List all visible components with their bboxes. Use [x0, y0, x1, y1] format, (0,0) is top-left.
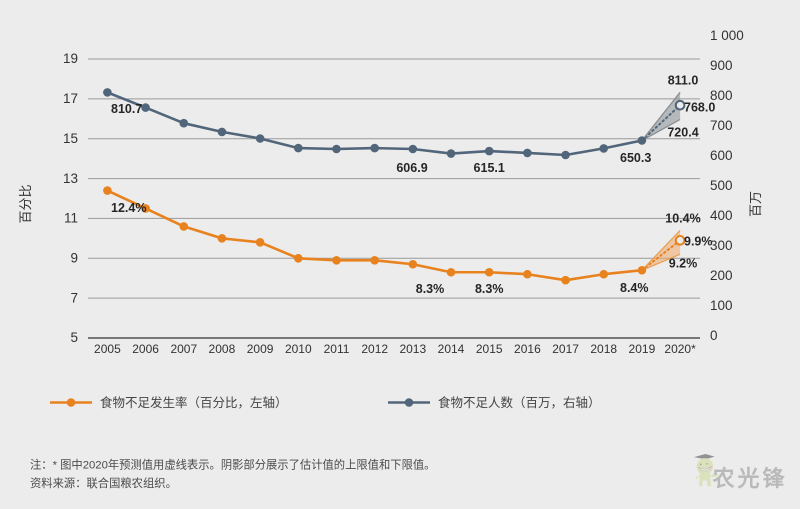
svg-text:食物不足发生率（百分比，左轴）: 食物不足发生率（百分比，左轴）: [100, 395, 288, 410]
svg-text:600: 600: [710, 148, 733, 163]
svg-text:2016: 2016: [514, 342, 541, 356]
svg-text:17: 17: [63, 91, 78, 106]
svg-text:811.0: 811.0: [668, 74, 699, 88]
svg-text:2011: 2011: [324, 342, 350, 356]
svg-text:百万: 百万: [748, 191, 763, 217]
svg-text:900: 900: [710, 58, 733, 73]
svg-text:700: 700: [710, 118, 733, 133]
svg-text:12.4%: 12.4%: [111, 201, 146, 215]
svg-text:9.9%: 9.9%: [684, 235, 713, 249]
svg-text:2009: 2009: [247, 342, 274, 356]
svg-text:200: 200: [710, 268, 733, 283]
svg-text:2018: 2018: [590, 342, 617, 356]
svg-text:1 000: 1 000: [710, 28, 744, 43]
svg-text:0: 0: [710, 328, 718, 343]
svg-text:2005: 2005: [94, 342, 121, 356]
svg-text:768.0: 768.0: [684, 101, 715, 115]
svg-text:300: 300: [710, 238, 733, 253]
svg-text:500: 500: [710, 178, 733, 193]
svg-text:13: 13: [63, 171, 78, 186]
svg-text:7: 7: [70, 290, 78, 305]
svg-text:2006: 2006: [132, 342, 159, 356]
svg-text:8.4%: 8.4%: [620, 281, 649, 295]
svg-text:8.3%: 8.3%: [475, 282, 504, 296]
svg-text:100: 100: [710, 298, 733, 313]
svg-text:8.3%: 8.3%: [416, 282, 445, 296]
svg-text:2010: 2010: [285, 342, 312, 356]
svg-text:2020*: 2020*: [664, 342, 696, 356]
svg-text:2017: 2017: [552, 342, 579, 356]
svg-text:19: 19: [63, 51, 78, 66]
svg-text:11: 11: [64, 211, 78, 226]
svg-text:2007: 2007: [170, 342, 197, 356]
svg-text:2015: 2015: [476, 342, 503, 356]
svg-text:2019: 2019: [629, 342, 656, 356]
svg-text:2008: 2008: [209, 342, 236, 356]
svg-text:15: 15: [63, 131, 78, 146]
svg-text:650.3: 650.3: [620, 151, 651, 165]
svg-text:2012: 2012: [361, 342, 388, 356]
svg-text:注：* 图中2020年预测值用虚线表示。阴影部分展示了估计值: 注：* 图中2020年预测值用虚线表示。阴影部分展示了估计值的上限值和下限值。: [30, 458, 435, 472]
svg-text:百分比: 百分比: [18, 184, 33, 223]
svg-text:400: 400: [710, 208, 733, 223]
svg-text:9.2%: 9.2%: [669, 257, 698, 271]
svg-text:农光锋: 农光锋: [711, 466, 787, 491]
svg-text:5: 5: [70, 330, 78, 345]
svg-text:615.1: 615.1: [474, 161, 505, 175]
svg-text:606.9: 606.9: [396, 161, 427, 175]
svg-text:9: 9: [70, 251, 78, 266]
svg-text:资料来源：联合国粮农组织。: 资料来源：联合国粮农组织。: [30, 476, 177, 490]
svg-text:10.4%: 10.4%: [665, 212, 700, 226]
svg-text:810.7: 810.7: [111, 102, 142, 116]
svg-text:食物不足人数（百万，右轴）: 食物不足人数（百万，右轴）: [438, 395, 601, 410]
svg-text:2014: 2014: [438, 342, 465, 356]
svg-text:2013: 2013: [399, 342, 426, 356]
svg-text:720.4: 720.4: [667, 126, 698, 140]
